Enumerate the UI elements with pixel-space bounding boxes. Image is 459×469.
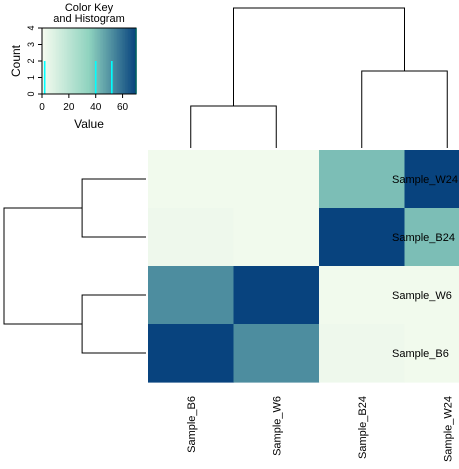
row-label: Sample_W24 bbox=[392, 174, 458, 186]
column-labels: Sample_B6 Sample_W6 Sample_B24 Sample_W24 bbox=[186, 396, 455, 462]
color-key-ylabel: Count bbox=[9, 44, 23, 77]
column-label: Sample_W24 bbox=[442, 396, 454, 462]
x-tick-label: 40 bbox=[90, 102, 102, 113]
heatmap-cell-Sample_B24-Sample_W6 bbox=[234, 208, 320, 267]
heatmap-cell-Sample_B6-Sample_B6 bbox=[148, 324, 234, 383]
column-label: Sample_B24 bbox=[357, 396, 369, 459]
heatmap-cell-Sample_W6-Sample_W6 bbox=[234, 266, 320, 325]
heatmap-cell-Sample_W24-Sample_B6 bbox=[148, 150, 234, 209]
x-tick-label: 20 bbox=[63, 102, 75, 113]
y-tick-label: 3 bbox=[26, 42, 36, 47]
row-label: Sample_W6 bbox=[392, 290, 452, 302]
y-tick-label: 4 bbox=[26, 25, 36, 30]
color-key-title: and Histogram bbox=[53, 13, 125, 25]
heatmap-cell-Sample_W24-Sample_W6 bbox=[234, 150, 320, 209]
y-tick-label: 1 bbox=[26, 75, 36, 80]
y-tick-label: 2 bbox=[26, 58, 36, 63]
x-tick-label: 0 bbox=[39, 102, 45, 113]
column-dendrogram bbox=[191, 8, 448, 148]
x-tick-label: 60 bbox=[117, 102, 129, 113]
dendrogram-branch bbox=[362, 71, 448, 148]
dendrogram-branch bbox=[82, 295, 146, 353]
row-dendrogram bbox=[4, 179, 146, 353]
row-label: Sample_B6 bbox=[392, 348, 449, 360]
color-key-xlabel: Value bbox=[74, 117, 104, 131]
dendrogram-branch bbox=[191, 106, 277, 148]
dendrogram-branch bbox=[4, 208, 82, 324]
heatmap-cell-Sample_B24-Sample_B6 bbox=[148, 208, 234, 267]
heatmap-cell-Sample_W6-Sample_B6 bbox=[148, 266, 234, 325]
column-label: Sample_W6 bbox=[271, 396, 283, 456]
column-label: Sample_B6 bbox=[186, 396, 198, 453]
row-label: Sample_B24 bbox=[392, 232, 455, 244]
dendrogram-branch bbox=[234, 8, 405, 106]
y-tick-label: 0 bbox=[26, 91, 36, 96]
dendrogram-branch bbox=[82, 179, 146, 237]
heatmap-cell-Sample_B6-Sample_W6 bbox=[234, 324, 320, 383]
